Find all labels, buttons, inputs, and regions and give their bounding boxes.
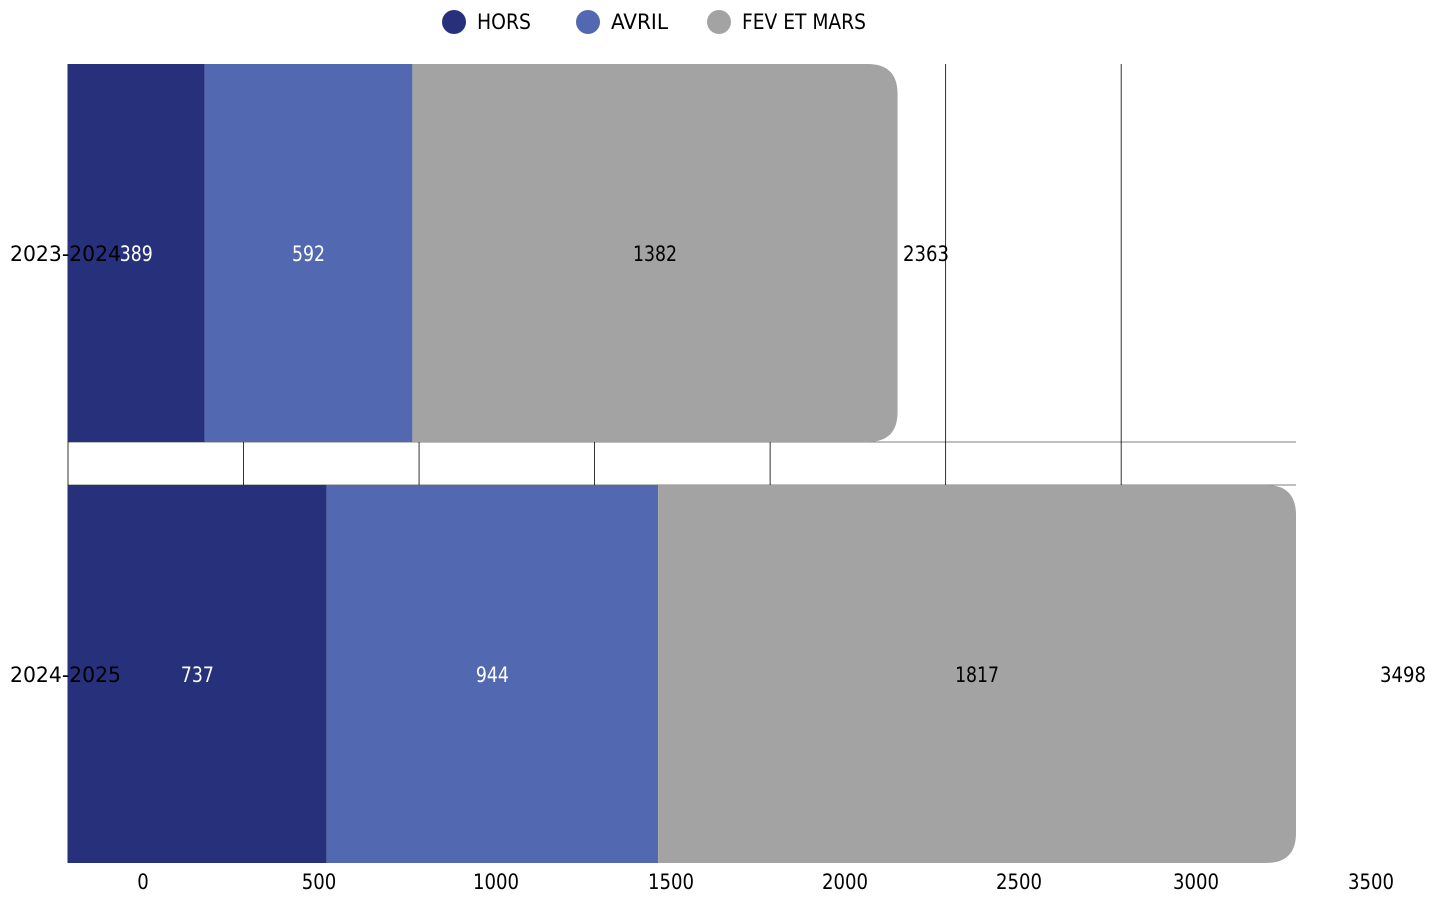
data-label-2023-2024-fev-et-mars: 1382 bbox=[633, 242, 677, 266]
legend-marker-fev-et-mars bbox=[707, 10, 731, 34]
x-tick-label-1000: 1000 bbox=[473, 870, 519, 893]
total-label-2023-2024: 2363 bbox=[903, 242, 949, 266]
data-label-2024-2025-fev-et-mars: 1817 bbox=[955, 663, 999, 687]
data-label-2024-2025-hors: 737 bbox=[181, 663, 214, 687]
legend-label-hors: HORS bbox=[477, 10, 531, 34]
bar-2024-2025-avril bbox=[326, 485, 659, 863]
legend-label-avril: AVRIL bbox=[611, 10, 668, 34]
x-tick-label-3500: 3500 bbox=[1348, 870, 1394, 893]
legend-label-fev-et-mars: FEV ET MARS bbox=[742, 10, 866, 34]
x-tick-label-0: 0 bbox=[137, 870, 149, 893]
data-label-2024-2025-avril: 944 bbox=[476, 663, 509, 687]
legend-marker-hors bbox=[442, 10, 466, 34]
bar-2023-2024-fev-et-mars bbox=[412, 64, 898, 442]
x-tick-label-3000: 3000 bbox=[1173, 870, 1219, 893]
y-tick-label-2024-2025: 2024-2025 bbox=[10, 663, 121, 687]
x-tick-label-1500: 1500 bbox=[648, 870, 694, 893]
bar-2024-2025-hors bbox=[68, 485, 327, 863]
x-tick-label-2000: 2000 bbox=[822, 870, 868, 893]
bar-2023-2024-hors bbox=[68, 64, 205, 442]
data-label-2023-2024-avril: 592 bbox=[292, 242, 325, 266]
x-tick-label-500: 500 bbox=[302, 870, 337, 893]
bar-2023-2024-avril bbox=[204, 64, 413, 442]
y-tick-label-2023-2024: 2023-2024 bbox=[10, 242, 121, 266]
x-tick-label-2500: 2500 bbox=[996, 870, 1042, 893]
legend-marker-avril bbox=[576, 10, 600, 34]
data-label-2023-2024-hors: 389 bbox=[120, 242, 153, 266]
total-label-2024-2025: 3498 bbox=[1380, 663, 1426, 687]
bar-2024-2025-fev-et-mars bbox=[658, 485, 1296, 863]
